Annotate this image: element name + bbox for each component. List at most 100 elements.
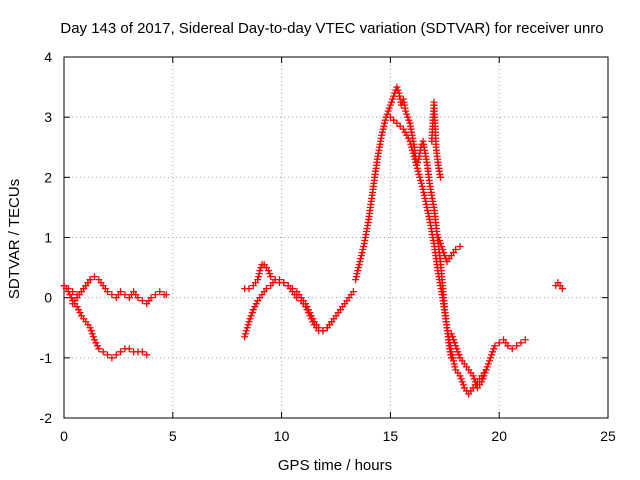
data-point [86,324,94,332]
data-point [447,330,455,338]
y-tick-label: -2 [40,410,53,426]
data-point [451,339,459,347]
data-point [384,107,392,115]
data-point [450,336,458,344]
data-point [138,348,146,356]
data-point [436,173,444,181]
data-point [389,95,397,103]
data-point [241,333,249,341]
data-point [245,285,253,293]
data-point [453,345,461,353]
data-point [434,234,442,241]
series-trace-mid-lower [241,276,357,341]
data-point [354,267,362,275]
data-point [306,312,314,320]
data-point [448,351,456,359]
data-point [247,312,255,320]
x-tick-label: 20 [491,428,507,444]
data-point [416,173,424,181]
data-point [92,339,100,347]
data-point [420,188,428,196]
series-trace-peak-secondary [386,113,490,398]
data-point [403,131,411,139]
series-trace-peak [352,83,455,362]
data-point [309,318,317,326]
data-point [471,378,479,386]
data-point [99,348,107,356]
data-point [450,357,458,365]
data-point [488,351,496,359]
data-point [455,351,463,359]
data-point [293,294,301,302]
data-points [60,83,566,398]
data-point [383,110,391,118]
data-point [422,200,430,208]
data-point [394,86,402,94]
data-point [121,291,129,299]
data-point [87,327,95,335]
data-point [420,191,428,199]
series-trace-late-bottom [447,330,529,392]
data-point [319,327,327,335]
data-point [117,288,125,296]
data-point [358,249,366,257]
data-point [401,128,409,136]
data-point [404,113,412,121]
data-point [75,306,83,314]
data-point [357,252,365,260]
data-point [436,240,444,248]
x-tick-label: 10 [274,428,290,444]
data-point [352,276,360,284]
data-point [246,315,254,323]
data-point [412,158,420,166]
data-point [411,155,419,163]
x-tick-label: 0 [60,428,68,444]
series-trace-spike [428,98,444,181]
data-point [490,345,498,353]
data-point [478,378,486,386]
data-point [151,291,159,299]
data-point [449,354,457,362]
data-point [302,303,310,311]
data-point [249,306,257,314]
data-point [254,276,262,284]
x-tick-label: 15 [383,428,399,444]
x-tick-label: 5 [169,428,177,444]
data-point [441,252,449,260]
data-point [89,333,97,341]
data-point [138,297,146,305]
data-point [108,291,116,299]
data-point [90,273,98,281]
data-point [413,164,421,172]
data-point [415,170,423,178]
x-axis-label: GPS time / hours [278,457,392,474]
data-point [489,348,497,356]
data-point [517,339,525,347]
data-point [438,243,446,251]
series-trace-end [552,279,566,293]
y-tick-label: 3 [44,109,52,125]
data-point [479,375,487,383]
data-point [244,321,252,329]
data-point [112,351,120,359]
data-point [452,246,460,254]
data-point [481,369,489,377]
series-trace-early-lower [60,282,151,362]
data-point [408,146,416,154]
data-point [104,288,112,296]
data-point [254,273,262,281]
data-point [125,345,133,353]
data-point [484,360,492,368]
data-point [386,101,394,109]
data-point [242,327,250,335]
x-tick-label: 25 [600,428,616,444]
data-point [76,309,84,317]
data-point [393,83,401,91]
data-point [354,264,362,272]
data-point [134,294,142,302]
data-point [262,285,270,293]
data-point [450,360,458,368]
data-point [513,342,521,350]
y-tick-label: 1 [44,230,52,246]
data-point [88,330,96,338]
